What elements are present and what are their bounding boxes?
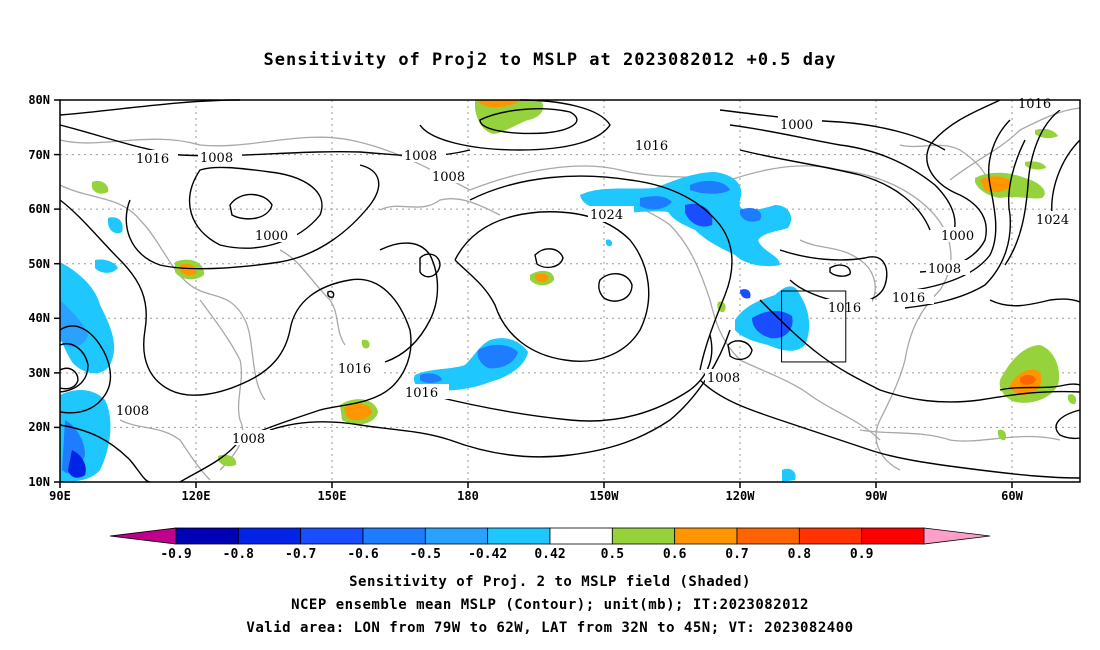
plot-frame <box>59 99 1081 483</box>
caption-line-3: Valid area: LON from 79W to 62W, LAT fro… <box>246 620 854 636</box>
contour-label: 1008 <box>404 149 437 164</box>
contour-label: 1024 <box>1036 213 1069 228</box>
contour-label: 1008 <box>200 151 233 166</box>
lat-tick-label: 10N <box>28 475 50 489</box>
longitude-labels: 90E 120E 150E 180 150W 120W 90W 60W <box>49 489 1023 503</box>
colorbar-cell <box>674 527 738 545</box>
contour-label: 1008 <box>432 170 465 185</box>
colorbar-label: -0.8 <box>223 547 254 562</box>
contour-label: 1008 <box>707 371 740 386</box>
lat-tick-label: 50N <box>28 257 50 271</box>
colorbar-cell <box>549 527 613 545</box>
lat-tick-label: 80N <box>28 93 50 107</box>
lat-tick-label: 20N <box>28 420 50 434</box>
grid-lines <box>60 100 1080 482</box>
colorbar-label: -0.7 <box>285 547 316 562</box>
contour-label: 1016 <box>405 386 438 401</box>
colorbar-label: -0.9 <box>160 547 191 562</box>
colorbar-cell <box>861 527 925 545</box>
lon-tick-label: 120W <box>726 489 756 503</box>
axis-ticks <box>54 99 1013 488</box>
lon-tick-label: 60W <box>1001 489 1023 503</box>
lat-tick-label: 70N <box>28 148 50 162</box>
map-title: Sensitivity of Proj2 to MSLP at 20230820… <box>263 50 837 70</box>
lat-tick-label: 30N <box>28 366 50 380</box>
contour-label: 1000 <box>255 229 288 244</box>
lat-tick-label: 40N <box>28 311 50 325</box>
lon-tick-label: 90W <box>865 489 887 503</box>
colorbar-label: -0.6 <box>347 547 378 562</box>
colorbar-cell <box>237 527 302 545</box>
lon-tick-label: 150E <box>318 489 347 503</box>
colorbar-label: -0.42 <box>468 547 507 562</box>
colorbar-cell <box>300 527 364 545</box>
contour-label: 1024 <box>590 208 623 223</box>
colorbar-cell <box>798 527 863 545</box>
contour-label: 1016 <box>338 362 371 377</box>
valid-area-box <box>781 290 847 363</box>
contour-label: 1000 <box>941 229 974 244</box>
lat-tick-label: 60N <box>28 202 50 216</box>
mslp-contours <box>59 99 1081 483</box>
colorbar-label: 0.8 <box>788 547 812 562</box>
lon-tick-label: 90E <box>49 489 71 503</box>
lon-tick-label: 180 <box>457 489 479 503</box>
contour-label: 1016 <box>136 152 169 167</box>
colorbar-label: 0.9 <box>850 547 873 562</box>
coastlines <box>59 107 1081 481</box>
contour-label: 1008 <box>928 262 961 277</box>
colorbar-cell <box>109 527 177 545</box>
contour-label: 1008 <box>232 432 265 447</box>
colorbar-label: 0.5 <box>601 547 624 562</box>
colorbar-cell <box>611 527 676 545</box>
caption-line-2: NCEP ensemble mean MSLP (Contour); unit(… <box>291 597 809 613</box>
caption-line-1: Sensitivity of Proj. 2 to MSLP field (Sh… <box>349 574 751 590</box>
lon-tick-label: 150W <box>590 489 620 503</box>
colorbar-cell <box>736 527 800 545</box>
contour-label: 1008 <box>116 404 149 419</box>
colorbar-cell <box>923 527 991 545</box>
colorbar-cell <box>175 527 239 545</box>
contour-label: 1000 <box>780 118 813 133</box>
contour-labels: 1016 1008 1008 1008 1000 1024 1016 1000 … <box>114 96 1080 447</box>
contour-label: 1016 <box>892 291 925 306</box>
colorbar-cell <box>424 527 489 545</box>
latitude-labels: 10N 20N 30N 40N 50N 60N 70N 80N <box>28 93 50 489</box>
contour-label: 1016 <box>828 301 861 316</box>
colorbar-label: 0.6 <box>663 547 687 562</box>
colorbar-label: 0.7 <box>725 547 748 562</box>
colorbar: -0.9 -0.8 -0.7 -0.6 -0.5 -0.42 0.42 0.5 0.6 0.7 0.… <box>109 527 991 562</box>
colorbar-label: -0.5 <box>410 547 441 562</box>
lon-tick-label: 120E <box>182 489 211 503</box>
colorbar-label: 0.42 <box>534 547 565 562</box>
contour-label: 1016 <box>635 139 668 154</box>
colorbar-cell <box>362 527 426 545</box>
colorbar-cell <box>487 527 551 545</box>
